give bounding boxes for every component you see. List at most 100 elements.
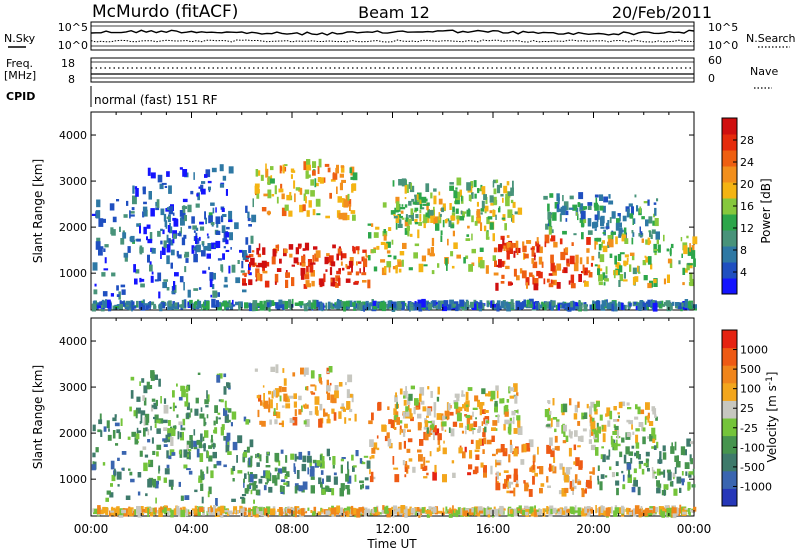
echo-cell [552,465,555,472]
echo-cell [536,510,540,513]
echo-cell [495,476,498,485]
echo-cell [180,507,182,512]
echo-cell [138,300,142,310]
echo-cell [573,233,577,236]
colorbar-swatch [722,382,737,401]
echo-cell [274,467,278,472]
echo-cell [569,398,572,406]
echo-cell [332,244,336,249]
echo-cell [563,267,568,274]
echo-cell [654,207,657,216]
echo-cell [356,508,361,518]
echo-cell [116,199,120,202]
echo-cell [414,196,420,205]
echo-cell [294,193,296,203]
echo-cell [371,447,376,454]
echo-cell [261,260,267,268]
echo-cell [311,280,315,287]
echo-cell [241,497,246,504]
echo-cell [468,508,472,515]
echo-cell [371,455,375,459]
echo-cell [399,251,405,256]
echo-cell [225,189,228,196]
nsearch-label: N.Search [746,32,796,45]
echo-cell [645,402,650,410]
echo-cell [515,483,519,488]
echo-cell [117,457,120,461]
echo-cell [587,508,589,513]
echo-cell [368,255,371,261]
echo-cell [158,468,161,472]
echo-cell [165,220,168,229]
echo-cell [421,298,426,308]
echo-cell [429,451,432,457]
echo-cell [606,302,612,310]
echo-cell [112,417,117,422]
echo-cell [487,216,493,220]
echo-cell [404,185,407,194]
echo-cell [521,444,524,453]
echo-cell [480,222,483,231]
echo-cell [267,210,271,216]
echo-cell [279,395,282,402]
echo-cell [461,507,464,516]
echo-cell [693,506,697,512]
echo-cell [597,210,600,220]
echo-cell [170,509,174,518]
echo-cell [362,249,367,253]
echo-cell [601,242,603,248]
echo-cell [170,437,174,446]
echo-cell [686,438,691,447]
echo-cell [98,510,104,514]
echo-cell [149,232,153,241]
echo-cell [455,198,460,205]
echo-cell [414,301,417,307]
echo-cell [597,465,600,471]
echo-cell [180,217,185,226]
echo-cell [97,429,102,433]
echo-cell [490,202,494,206]
echo-cell [422,406,427,412]
echo-cell [151,405,156,408]
echo-cell [500,281,505,284]
echo-cell [183,464,188,469]
echo-cell [575,254,579,264]
echo-cell [320,481,323,488]
echo-cell [260,475,266,479]
echo-cell [565,210,569,216]
echo-cell [139,381,141,386]
echo-cell [678,260,681,265]
echo-cell [315,182,319,187]
echo-cell [399,428,402,435]
echo-cell [552,212,557,221]
echo-cell [463,507,466,512]
echo-cell [164,185,168,188]
echo-cell [291,277,295,287]
echo-cell [439,213,442,217]
echo-cell [336,164,339,171]
echo-cell [417,422,422,431]
echo-cell [179,167,183,170]
echo-cell [169,222,171,230]
echo-cell [635,301,638,311]
echo-cell [500,194,504,197]
echo-cell [92,452,96,458]
echo-cell [335,167,339,174]
echo-cell [570,283,576,289]
echo-cell [226,382,231,389]
echo-cell [109,203,115,211]
echo-cell [198,186,202,189]
echo-cell [249,509,254,512]
echo-cell [600,474,605,479]
echo-cell [667,471,672,481]
echo-cell [611,303,614,312]
echo-cell [430,433,433,435]
echo-cell [427,248,431,256]
echo-cell [530,247,535,251]
echo-cell [190,408,193,413]
echo-cell [277,305,283,309]
echo-cell [656,301,661,308]
echo-cell [116,429,121,434]
echo-cell [492,233,495,242]
echo-cell [366,460,371,469]
